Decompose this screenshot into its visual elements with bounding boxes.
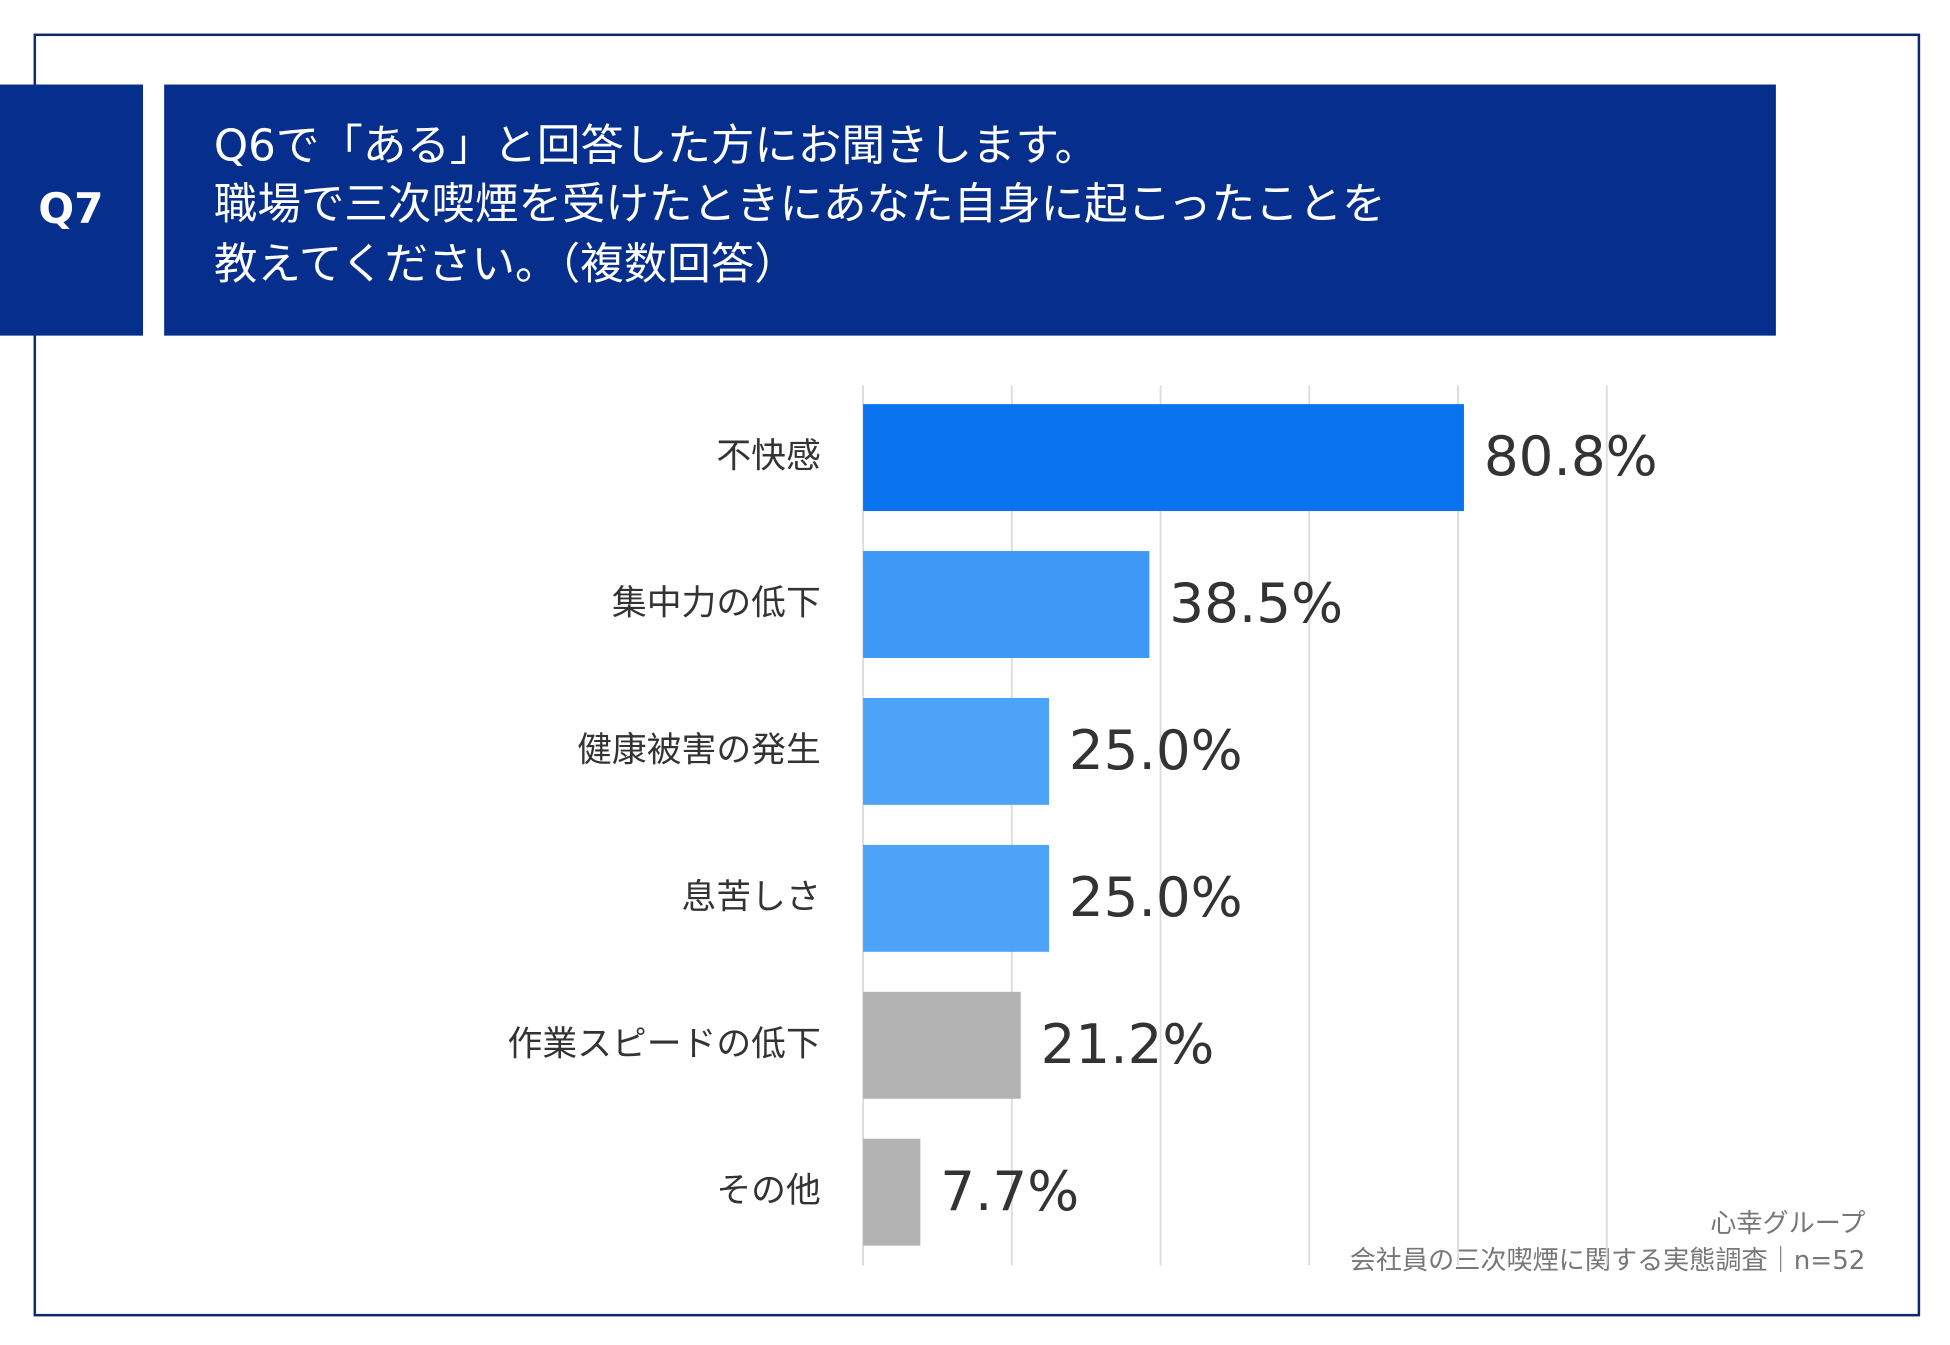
value-label: 25.0% bbox=[1069, 718, 1243, 782]
category-label: 息苦しさ bbox=[682, 877, 821, 917]
category-label: 不快感 bbox=[716, 437, 820, 477]
category-label: 作業スピードの低下 bbox=[508, 1024, 821, 1064]
value-label: 80.8% bbox=[1484, 424, 1658, 488]
value-label: 7.7% bbox=[940, 1159, 1079, 1223]
category-label: 集中力の低下 bbox=[612, 584, 821, 624]
question-label: Q7 bbox=[38, 184, 103, 233]
title-box bbox=[164, 84, 1776, 336]
category-label: その他 bbox=[716, 1171, 820, 1211]
source-line: 心幸グループ bbox=[1710, 1209, 1865, 1239]
title-line: Q6で「ある」と回答した方にお聞きします。 bbox=[214, 122, 1098, 172]
bar bbox=[863, 844, 1049, 952]
question-box bbox=[0, 84, 144, 336]
bar bbox=[863, 1138, 921, 1246]
frame bbox=[33, 33, 1921, 1317]
title-line: 職場で三次喫煙を受けたときにあなた自身に起こったことを bbox=[214, 180, 1386, 230]
value-label: 21.2% bbox=[1041, 1012, 1215, 1076]
bar bbox=[863, 404, 1464, 512]
category-label: 健康被害の発生 bbox=[577, 730, 821, 770]
value-label: 25.0% bbox=[1069, 865, 1243, 929]
title-line: 教えてください。（複数回答） bbox=[214, 240, 798, 290]
value-label: 38.5% bbox=[1169, 571, 1343, 635]
bar bbox=[863, 991, 1021, 1099]
bar bbox=[863, 697, 1049, 805]
bar bbox=[863, 551, 1150, 658]
